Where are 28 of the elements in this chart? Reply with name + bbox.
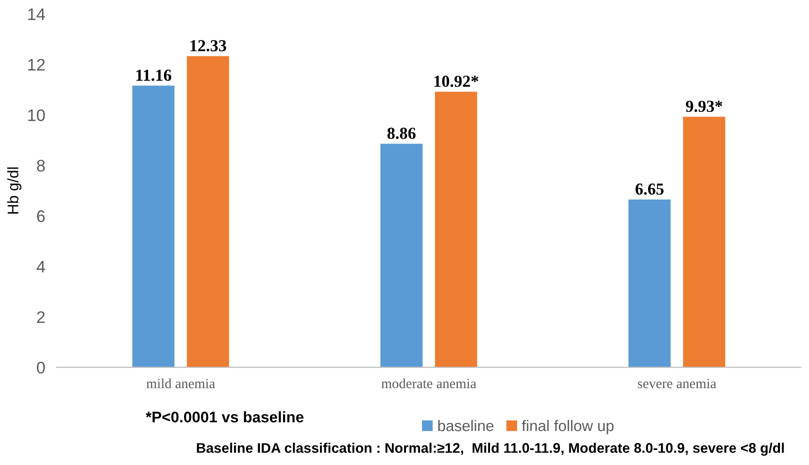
y-tick-label: 4 <box>36 260 46 272</box>
text: *P<0.0001 vs baseline <box>146 411 304 422</box>
bar <box>132 86 174 368</box>
data-label: 9.93* <box>686 100 722 112</box>
y-tick-label: 6 <box>37 210 45 222</box>
bar <box>683 116 726 368</box>
bar <box>434 92 478 368</box>
y-tick-label: 0 <box>36 362 45 374</box>
data-label: 11.16 <box>136 70 172 81</box>
bar <box>186 56 230 368</box>
legend-label: baseline <box>438 420 494 432</box>
y-tick-label: 14 <box>28 8 46 20</box>
y-tick-label: 12 <box>28 58 45 70</box>
y-axis-title: Hb g/dl <box>7 167 22 214</box>
text: Baseline IDA classification : Normal:≥12, Mild 11.0-11.9, Moderate 8.0-10.9, severe <8 g/dl <box>196 442 784 456</box>
bar <box>380 144 423 368</box>
y-tick-label: 2 <box>37 311 45 323</box>
bar <box>628 199 671 368</box>
y-tick-label: 8 <box>36 160 45 172</box>
data-label: 12.33 <box>190 40 226 52</box>
x-tick-label: moderate anemia <box>381 378 476 388</box>
data-label: 10.92* <box>434 76 478 87</box>
data-label: 8.86 <box>387 128 416 139</box>
x-tick-label: severe anemia <box>638 378 716 388</box>
y-tick-label: 10 <box>28 109 45 122</box>
x-tick-label: mild anemia <box>146 378 216 388</box>
legend-label: final follow up <box>522 420 614 434</box>
data-label: 6.65 <box>636 184 664 195</box>
